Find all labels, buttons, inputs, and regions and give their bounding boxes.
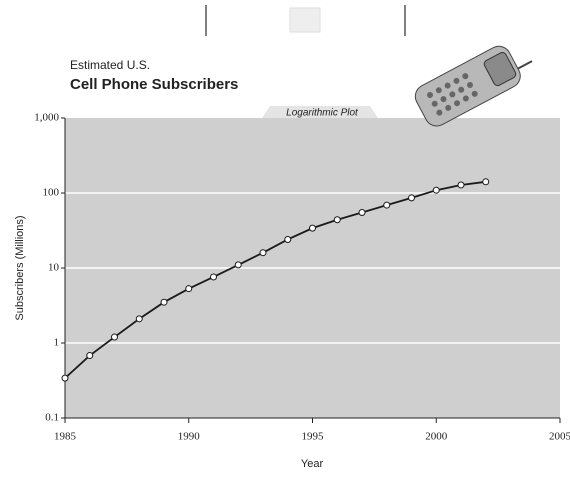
x-tick-label: 2000 <box>425 431 448 443</box>
chart-title: Cell Phone Subscribers <box>70 76 238 93</box>
x-tick-label: 2005 <box>549 431 570 443</box>
series-line <box>64 180 486 379</box>
x-tick-label: 1990 <box>178 431 201 443</box>
chart-subtitle: Estimated U.S. <box>70 58 150 72</box>
x-tick-label: 1985 <box>54 431 77 443</box>
data-point <box>259 249 267 257</box>
data-point <box>383 201 391 209</box>
data-point <box>234 261 242 269</box>
phone-illustration <box>414 45 533 127</box>
decoration <box>205 5 406 36</box>
annotation-tab <box>262 106 378 118</box>
data-point <box>86 352 94 360</box>
y-tick-label: 100 <box>43 187 60 199</box>
data-point <box>408 194 415 202</box>
annotation: Logarithmic Plot <box>286 108 359 119</box>
data-point <box>432 186 440 194</box>
y-tick-label: 1,000 <box>34 112 59 124</box>
y-tick-label: 1 <box>54 337 60 349</box>
y-tick-label: 10 <box>48 262 60 274</box>
data-point <box>160 298 168 306</box>
data-point <box>309 224 316 232</box>
data-point <box>111 333 118 341</box>
y-axis-label: Subscribers (Millions) <box>14 215 26 320</box>
data-point <box>210 273 217 281</box>
data-point <box>333 216 341 224</box>
x-tick-label: 1995 <box>302 431 325 443</box>
data-point <box>61 374 69 382</box>
data-point <box>482 178 490 186</box>
data-point <box>284 235 292 243</box>
data-point <box>135 315 143 323</box>
x-axis-label: Year <box>301 458 324 470</box>
y-tick-label: 0.1 <box>45 412 59 424</box>
data-point <box>358 208 366 216</box>
data-point <box>457 181 465 189</box>
data-point <box>185 285 193 293</box>
